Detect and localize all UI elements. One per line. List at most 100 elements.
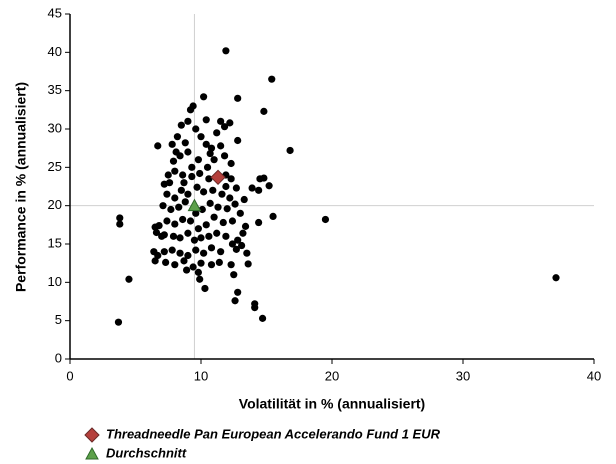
- point: [205, 232, 213, 240]
- y-tick-label: 45: [48, 5, 62, 20]
- point: [194, 268, 202, 276]
- point: [234, 94, 242, 102]
- point: [223, 205, 231, 213]
- point: [197, 259, 205, 267]
- point: [255, 218, 263, 227]
- point: [196, 275, 204, 283]
- x-tick-label: 20: [325, 368, 339, 383]
- point: [171, 167, 179, 175]
- point: [167, 205, 175, 214]
- point: [192, 209, 200, 217]
- point: [162, 258, 170, 266]
- point: [189, 102, 197, 110]
- point: [197, 234, 205, 242]
- x-axis-title: Volatilität in % (annualisiert): [239, 396, 425, 412]
- point: [180, 179, 188, 187]
- point: [186, 217, 195, 225]
- legend-label: Threadneedle Pan European Accelerando Fu…: [106, 426, 441, 441]
- point: [230, 271, 238, 279]
- point: [213, 129, 221, 137]
- point: [244, 260, 252, 268]
- point: [226, 119, 234, 127]
- point: [200, 188, 208, 196]
- point: [234, 288, 242, 296]
- point: [194, 225, 202, 233]
- y-tick-label: 40: [48, 44, 62, 59]
- point: [251, 304, 259, 312]
- y-axis-title: Performance in % (annualisiert): [13, 82, 29, 292]
- point: [168, 140, 176, 148]
- point: [255, 186, 263, 194]
- point: [321, 215, 330, 224]
- point: [125, 275, 133, 283]
- point: [202, 140, 210, 148]
- point: [209, 186, 217, 194]
- point: [192, 246, 200, 254]
- point: [172, 148, 180, 156]
- point: [173, 133, 182, 141]
- point: [194, 156, 202, 164]
- point: [207, 144, 216, 152]
- point: [217, 248, 225, 256]
- y-tick-label: 10: [48, 274, 62, 289]
- point: [171, 194, 179, 202]
- point: [231, 297, 239, 305]
- point: [184, 251, 192, 260]
- point: [169, 157, 178, 165]
- point: [238, 241, 246, 250]
- point: [232, 245, 240, 253]
- point: [192, 125, 200, 133]
- point: [220, 123, 229, 131]
- legend-label: Durchschnitt: [106, 445, 187, 460]
- point: [241, 222, 250, 230]
- point: [268, 75, 276, 83]
- y-tick-label: 0: [55, 350, 62, 365]
- x-tick-label: 30: [456, 368, 470, 383]
- point: [207, 261, 216, 269]
- legend-marker: [84, 427, 100, 443]
- point: [196, 169, 204, 178]
- point: [200, 93, 208, 101]
- point: [228, 217, 237, 225]
- point: [163, 190, 171, 198]
- point: [160, 231, 168, 239]
- point: [228, 240, 237, 248]
- y-tick-label: 30: [48, 120, 62, 135]
- point: [234, 236, 242, 244]
- point: [177, 121, 185, 129]
- point: [159, 202, 167, 210]
- point: [217, 117, 225, 125]
- point: [269, 212, 277, 220]
- point: [227, 261, 235, 269]
- point: [219, 218, 227, 227]
- point: [286, 146, 294, 155]
- point: [182, 266, 191, 274]
- point: [154, 142, 162, 150]
- y-tick-label: 25: [48, 159, 62, 174]
- point: [202, 116, 210, 124]
- point: [206, 149, 214, 158]
- y-tick-label: 20: [48, 197, 62, 212]
- point: [222, 232, 230, 240]
- point: [114, 318, 123, 326]
- point: [176, 234, 184, 242]
- point: [197, 133, 205, 141]
- point: [154, 251, 162, 260]
- point: [218, 190, 226, 198]
- point: [116, 220, 124, 228]
- point: [179, 215, 187, 224]
- point: [187, 198, 202, 212]
- point: [202, 221, 210, 229]
- point: [163, 217, 171, 225]
- point: [260, 174, 268, 182]
- point: [171, 261, 179, 269]
- point: [116, 214, 124, 222]
- point: [184, 190, 192, 198]
- point: [184, 117, 192, 125]
- point: [201, 284, 209, 293]
- point: [217, 142, 225, 150]
- point: [210, 169, 226, 186]
- point: [203, 163, 212, 171]
- point: [190, 236, 199, 244]
